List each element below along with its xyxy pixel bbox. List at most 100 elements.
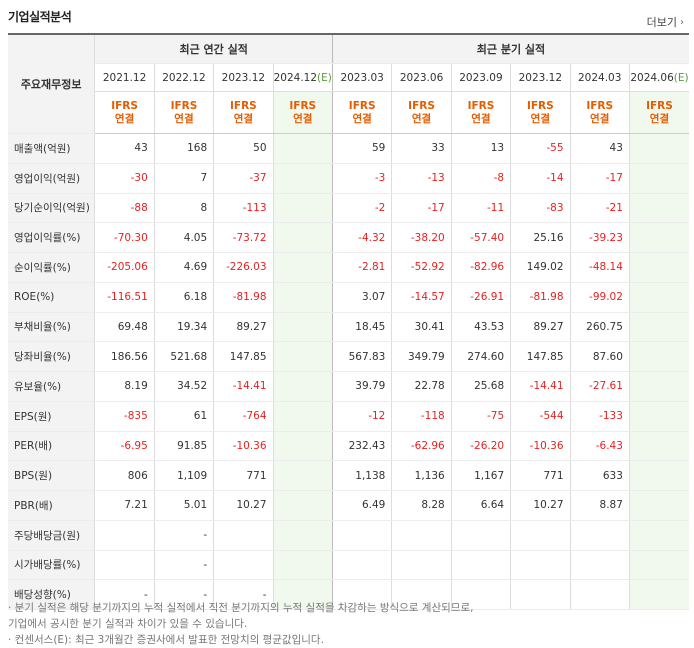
ifrs-bottom: 연결 xyxy=(530,112,550,125)
row-label: 매출액(억원) xyxy=(8,133,95,164)
row-label: 배당성향(%) xyxy=(8,579,95,610)
table-cell: 1,109 xyxy=(153,460,214,491)
ifrs-bottom: 연결 xyxy=(233,112,254,125)
ifrs-top: IFRS xyxy=(467,99,495,112)
ifrs-top: IFRS xyxy=(111,99,138,112)
table-cell: 4.69 xyxy=(153,252,214,283)
table-cell xyxy=(510,579,571,610)
table-cell: - xyxy=(153,579,214,610)
table-cell: - xyxy=(153,519,214,551)
row-label: BPS(원) xyxy=(8,460,95,491)
table-cell xyxy=(628,282,689,313)
table-cell: -14.41 xyxy=(213,371,274,402)
period-label: 2024.03 xyxy=(578,71,622,84)
table-cell xyxy=(510,519,571,551)
table-cell: -113 xyxy=(213,193,274,224)
table-cell xyxy=(628,222,689,253)
table-cell xyxy=(569,550,630,581)
period-2023-03: 2023.03 xyxy=(331,63,392,92)
table-row: PER(배) -6.95 91.85 -10.36 232.43 -62.96 -26.20… xyxy=(8,431,689,462)
period-2023-12: 2023.12 xyxy=(510,63,571,92)
row-label: 영업이익(억원) xyxy=(8,163,95,194)
ifrs-top: IFRS xyxy=(348,99,376,112)
ifrs-top: IFRS xyxy=(646,99,673,112)
ifrs-label: IFRS 연결 xyxy=(331,91,392,134)
table-cell: -14.41 xyxy=(510,371,571,402)
table-cell xyxy=(272,519,333,551)
table-cell xyxy=(331,519,392,551)
table-row: 당좌비율(%) 186.56 521.68 147.85 567.83 349.79 274… xyxy=(8,341,689,372)
table-cell xyxy=(94,519,155,551)
period-2023-09: 2023.09 xyxy=(450,63,511,92)
table-cell xyxy=(272,400,333,432)
table-cell: -82.96 xyxy=(450,252,511,283)
table-row: ROE(%) -116.51 6.18 -81.98 3.07 -14.57 -26.91-… xyxy=(8,282,689,313)
table-cell: -17 xyxy=(569,163,630,194)
table-cell xyxy=(272,311,333,343)
ifrs-top: IFRS xyxy=(229,99,257,112)
table-cell xyxy=(510,550,571,581)
table-row: 시가배당률(%) - xyxy=(8,550,689,581)
period-label: 2024.06 xyxy=(630,71,674,84)
table-cell: 633 xyxy=(569,460,630,491)
table-cell: -88 xyxy=(94,193,155,224)
table-cell: 34.52 xyxy=(153,371,214,402)
table-cell: 6.49 xyxy=(331,490,392,521)
table-cell: -39.23 xyxy=(569,222,630,253)
table-cell: 771 xyxy=(213,460,274,491)
estimate-mark: (E) xyxy=(673,71,689,84)
row-label: 유보율(%) xyxy=(8,371,95,402)
table-cell xyxy=(628,341,689,372)
period-label: 2023.06 xyxy=(399,71,444,84)
table-cell: 1,136 xyxy=(391,460,452,491)
table-cell xyxy=(628,490,689,521)
table-cell xyxy=(628,311,689,343)
table-cell: 6.64 xyxy=(450,490,511,521)
chevron-right-icon: › xyxy=(680,16,684,28)
table-cell xyxy=(272,163,333,194)
table-cell: -17 xyxy=(391,193,452,224)
table-cell: -8 xyxy=(450,163,511,194)
table-cell xyxy=(272,579,333,610)
table-cell: -4.32 xyxy=(331,222,392,253)
ifrs-bottom: 연결 xyxy=(114,112,135,125)
table-cell: -13 xyxy=(391,163,452,194)
table-cell xyxy=(628,133,689,164)
table-cell xyxy=(628,519,689,551)
table-cell: 147.85 xyxy=(213,341,274,372)
table-cell: -2.81 xyxy=(331,252,392,283)
table-cell: 260.75 xyxy=(569,311,630,343)
table-cell xyxy=(272,490,333,521)
table-cell: -118 xyxy=(391,400,452,432)
table-cell xyxy=(628,550,689,581)
table-cell: 521.68 xyxy=(153,341,214,372)
table-row: 영업이익률(%) -70.30 4.05 -73.72 -4.32 -38.20 -57.4… xyxy=(8,222,689,253)
table-cell: 567.83 xyxy=(331,341,392,372)
header-period-row: 2021.12 2022.12 2023.12 2024.12(E) 2023.03 20… xyxy=(8,63,689,92)
header-group-row: 주요재무정보 최근 연간 실적 최근 분기 실적 xyxy=(8,33,689,134)
footnotes: · 분기 실적은 해당 분기까지의 누적 실적에서 직전 분기까지의 누적 실적… xyxy=(8,600,688,648)
table-cell: 149.02 xyxy=(510,252,571,283)
table-row: 부채비율(%) 69.48 19.34 89.27 18.45 30.41 43.53 89.… xyxy=(8,311,689,343)
row-label: 주당배당금(원) xyxy=(8,519,95,551)
estimate-mark: (E) xyxy=(317,71,332,84)
table-cell: -73.72 xyxy=(213,222,274,253)
more-link[interactable]: 더보기 › xyxy=(647,14,684,30)
table-cell: 4.05 xyxy=(153,222,214,253)
table-cell xyxy=(272,431,333,462)
table-cell: 59 xyxy=(331,133,392,164)
ifrs-top: IFRS xyxy=(526,99,554,112)
table-cell xyxy=(272,133,333,164)
table-cell: 7.21 xyxy=(94,490,155,521)
table-cell: 6.18 xyxy=(153,282,214,313)
table-cell xyxy=(391,579,452,610)
table-cell: -3 xyxy=(331,163,392,194)
ifrs-label: IFRS 연결 xyxy=(153,91,214,134)
table-cell xyxy=(628,431,689,462)
table-row: 매출액(억원) 43 168 50 59 33 13 -55 43 xyxy=(8,133,689,164)
table-cell: -75 xyxy=(450,400,511,432)
table-cell: 3.07 xyxy=(331,282,392,313)
table-cell: -26.91 xyxy=(450,282,511,313)
table-cell: -70.30 xyxy=(94,222,155,253)
ifrs-label: IFRS 연결 xyxy=(213,91,274,134)
